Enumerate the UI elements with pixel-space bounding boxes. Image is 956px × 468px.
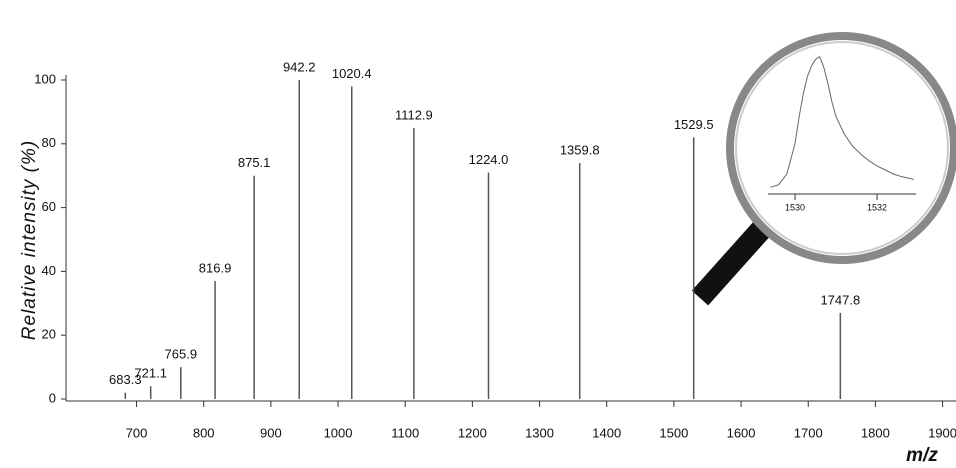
y-tick-label: 0 bbox=[49, 390, 56, 405]
magnifier-rim bbox=[735, 41, 949, 255]
peak-label: 683.3 bbox=[109, 372, 142, 387]
peak-label: 816.9 bbox=[199, 260, 232, 275]
x-tick-label: 1700 bbox=[794, 425, 823, 440]
peak-label: 1020.4 bbox=[332, 66, 372, 81]
y-tick-label: 60 bbox=[42, 199, 56, 214]
peak-label: 1112.9 bbox=[395, 107, 433, 122]
x-tick-label: 1400 bbox=[592, 425, 621, 440]
peak-label: 1359.8 bbox=[560, 142, 600, 157]
x-tick-label: 1500 bbox=[659, 425, 688, 440]
x-axis-label: m/z bbox=[906, 445, 938, 466]
y-axis-label: Relative intensity (%) bbox=[19, 140, 40, 340]
x-tick-label: 900 bbox=[260, 425, 282, 440]
y-tick-label: 100 bbox=[34, 71, 56, 86]
peak-label: 875.1 bbox=[238, 155, 271, 170]
peak-label: 1529.5 bbox=[674, 117, 714, 132]
y-tick-label: 40 bbox=[42, 263, 56, 278]
x-tick-label: 700 bbox=[126, 425, 148, 440]
x-tick-label: 1900 bbox=[928, 425, 956, 440]
magnifier-handle bbox=[691, 214, 777, 306]
peak-label: 765.9 bbox=[165, 347, 198, 362]
x-tick-label: 1800 bbox=[861, 425, 890, 440]
y-tick-label: 80 bbox=[42, 135, 56, 150]
x-tick-label: 1532 bbox=[867, 202, 887, 212]
x-tick-label: 1300 bbox=[525, 425, 554, 440]
y-tick-label: 20 bbox=[42, 327, 56, 342]
peak-label: 721.1 bbox=[134, 366, 167, 381]
x-tick-label: 1200 bbox=[458, 425, 487, 440]
magnifier-lens bbox=[726, 32, 956, 264]
peak-label: 1747.8 bbox=[820, 292, 860, 307]
inset-line bbox=[770, 55, 915, 188]
x-tick-label: 800 bbox=[193, 425, 215, 440]
x-tick-label: 1530 bbox=[785, 202, 805, 212]
peak-label: 1224.0 bbox=[469, 152, 509, 167]
x-tick-label: 1100 bbox=[391, 425, 419, 440]
x-tick-label: 1000 bbox=[324, 425, 353, 440]
peak-label: 942.2 bbox=[283, 59, 316, 74]
x-tick-label: 1600 bbox=[727, 425, 756, 440]
